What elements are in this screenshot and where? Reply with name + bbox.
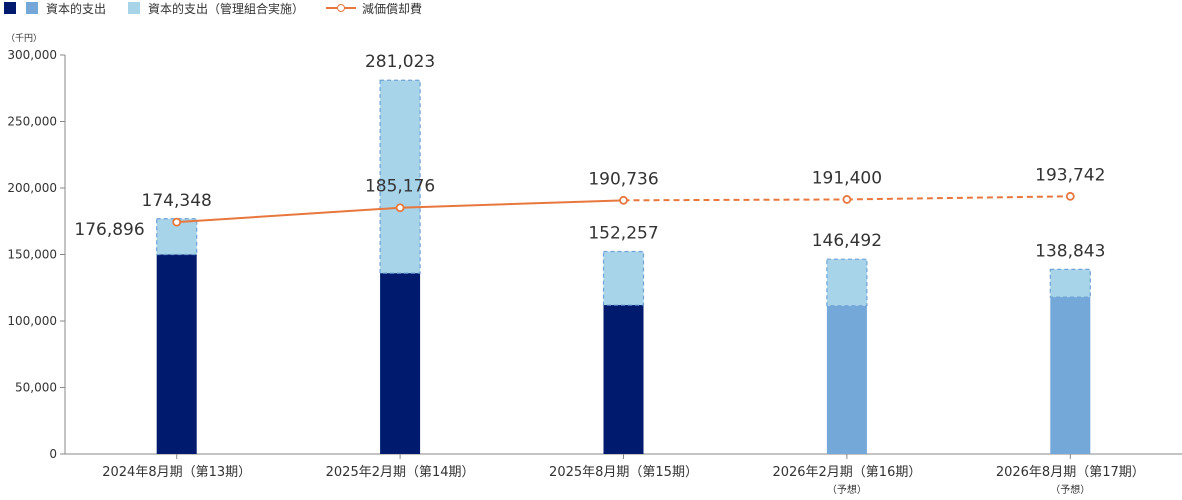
bar-capex [156, 254, 197, 454]
y-tick-label: 250,000 [7, 115, 57, 129]
bar-capex-mgmt [1049, 268, 1091, 298]
x-tick-sublabel: （予想） [1050, 483, 1090, 496]
depreciation-line-segment [623, 198, 847, 202]
bar-capex [380, 273, 421, 454]
legend-swatch-capex-forecast [26, 2, 38, 14]
total-value-label: 146,492 [812, 231, 882, 251]
y-tick-label: 100,000 [7, 314, 57, 328]
total-value-label: 152,257 [588, 223, 658, 243]
x-tick-label: 2025年8月期（第15期） [549, 465, 698, 480]
depreciation-point [1065, 191, 1075, 201]
legend-swatch-capex-actual [4, 2, 16, 14]
y-tick-label: 300,000 [7, 48, 57, 62]
legend-item-capex: 資本的支出 [4, 0, 106, 17]
depreciation-value-label: 185,176 [365, 177, 435, 197]
x-tick-label: 2024年8月期（第13期） [102, 465, 251, 480]
depreciation-value-label: 191,400 [812, 168, 882, 188]
bar-capex [826, 305, 867, 454]
depreciation-point [842, 195, 852, 204]
bar-capex-mgmt [156, 218, 198, 256]
y-axis-unit: （千円） [6, 34, 43, 44]
legend-item-capex-mgmt: 資本的支出（管理組合実施） [128, 0, 304, 17]
bar-capex-mgmt [602, 250, 645, 306]
depreciation-point [172, 217, 182, 227]
legend: 資本的支出 資本的支出（管理組合実施） 減価償却費 [4, 0, 444, 16]
bar-capex [1050, 297, 1091, 454]
depreciation-value-label: 174,348 [142, 191, 212, 211]
x-tick-sublabel: （予想） [827, 483, 867, 496]
total-value-label: 138,843 [1035, 241, 1105, 261]
legend-swatch-capex-mgmt [128, 2, 141, 14]
x-tick-label: 2025年2月期（第14期） [326, 465, 475, 480]
legend-label-capex-mgmt: 資本的支出（管理組合実施） [148, 1, 305, 16]
bar-capex-mgmt [379, 79, 421, 274]
x-tick-label: 2026年8月期（第17期） [996, 465, 1145, 480]
bar-capex [603, 305, 644, 454]
y-tick-label: 50,000 [15, 381, 57, 395]
y-tick-label: 200,000 [7, 181, 57, 195]
total-value-label: 176,896 [74, 220, 144, 240]
legend-label-depreciation: 減価償却費 [362, 1, 423, 16]
depreciation-value-label: 190,736 [588, 169, 658, 189]
depreciation-line-segment [400, 199, 624, 209]
bar-capex-mgmt [826, 258, 868, 307]
legend-item-depreciation: 減価償却費 [326, 0, 422, 17]
depreciation-point [395, 203, 405, 213]
legend-line-depreciation [326, 2, 357, 14]
depreciation-line-segment [846, 195, 1071, 201]
depreciation-value-label: 193,742 [1035, 165, 1105, 185]
y-tick-label: 150,000 [7, 248, 57, 262]
y-tick-label: 0 [49, 447, 57, 461]
total-value-label: 281,023 [365, 52, 435, 72]
depreciation-point [619, 195, 628, 205]
x-tick-label: 2026年2月期（第16期） [772, 465, 921, 480]
depreciation-line-segment [176, 206, 401, 224]
legend-label-capex: 資本的支出 [46, 1, 107, 16]
